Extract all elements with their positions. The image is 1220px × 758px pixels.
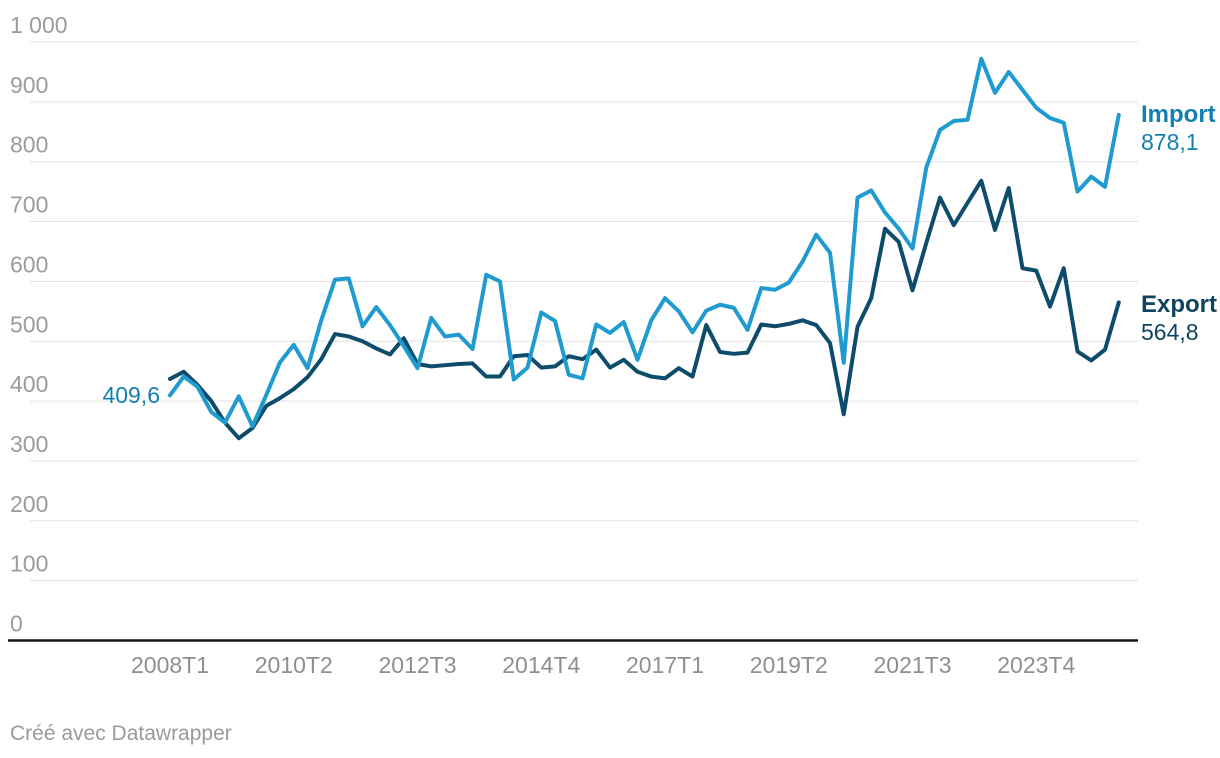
import-end-label: Import 878,1 xyxy=(1141,100,1220,156)
datawrapper-credit: Créé avec Datawrapper xyxy=(10,722,232,745)
export-end-value: 564,8 xyxy=(1141,319,1199,345)
y-tick-label: 300 xyxy=(10,431,48,457)
y-tick-label: 0 xyxy=(10,611,23,637)
x-tick-label: 2023T4 xyxy=(997,652,1075,678)
import-line[interactable] xyxy=(168,56,1121,429)
x-tick-label: 2019T2 xyxy=(750,652,828,678)
gridlines xyxy=(8,41,1138,642)
x-tick-label: 2012T3 xyxy=(378,652,456,678)
import-series-name: Import xyxy=(1141,101,1216,128)
y-tick-label: 900 xyxy=(10,72,48,98)
y-tick-label: 700 xyxy=(10,192,48,218)
x-tick-label: 2008T1 xyxy=(131,652,209,678)
x-tick-label: 2014T4 xyxy=(502,652,580,678)
y-tick-label: 1 000 xyxy=(10,12,68,38)
y-tick-label: 100 xyxy=(10,551,48,577)
y-tick-label: 500 xyxy=(10,311,48,337)
y-tick-label: 800 xyxy=(10,132,48,158)
y-tick-label: 400 xyxy=(10,371,48,397)
y-tick-label: 200 xyxy=(10,491,48,517)
import-end-value: 878,1 xyxy=(1141,129,1199,155)
export-line[interactable] xyxy=(168,178,1121,441)
import-start-value-label: 409,6 xyxy=(102,382,160,408)
y-tick-label: 600 xyxy=(10,251,48,277)
x-tick-label: 2010T2 xyxy=(255,652,333,678)
export-end-label: Export 564,8 xyxy=(1141,290,1220,346)
x-axis-labels: 2008T1 2010T2 2012T3 2014T4 2017T1 2019T2 2021… xyxy=(131,652,1075,678)
x-tick-label: 2017T1 xyxy=(626,652,704,678)
y-axis-labels: 0 100 200 300 400 500 600 700 800 900 1 000 xyxy=(10,12,68,637)
export-series-name: Export xyxy=(1141,291,1218,318)
x-tick-label: 2021T3 xyxy=(873,652,951,678)
